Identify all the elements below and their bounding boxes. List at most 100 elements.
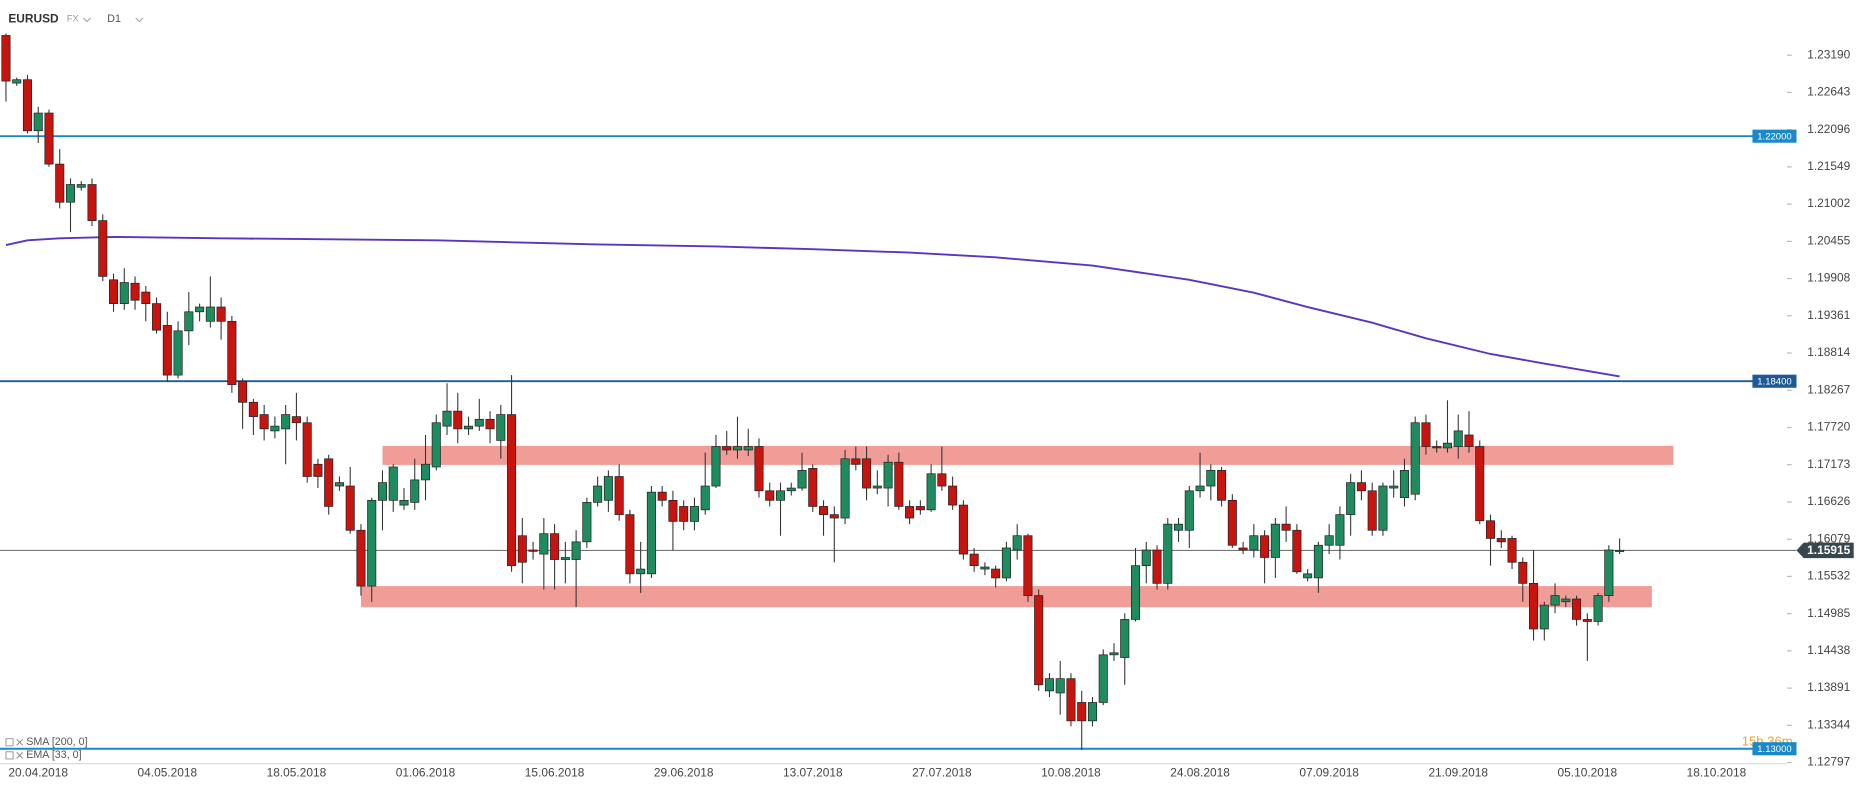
- dropdown-icon[interactable]: [82, 17, 91, 23]
- sma-line: [5, 235, 1620, 378]
- y-tick-label: 1.17720: [1807, 420, 1850, 434]
- legend-label: SMA [200, 0]: [26, 736, 87, 748]
- y-tick-label: 1.22643: [1807, 85, 1850, 99]
- candle-body: [1184, 490, 1194, 531]
- candle-body: [431, 422, 441, 468]
- candle-body: [442, 410, 452, 427]
- candle-body: [1367, 490, 1377, 531]
- candle-body: [377, 482, 388, 501]
- candle-body: [485, 418, 495, 430]
- candle-body: [259, 414, 269, 430]
- candle-body: [1034, 595, 1044, 686]
- y-tick-label: 1.13891: [1807, 680, 1850, 694]
- y-tick-label: 1.18267: [1807, 382, 1850, 396]
- candle-body: [205, 306, 215, 322]
- x-tick-label: 18.05.2018: [267, 765, 327, 779]
- zone: [360, 586, 1652, 608]
- timeframe[interactable]: D1: [107, 13, 121, 25]
- x-tick-label: 07.09.2018: [1299, 765, 1359, 779]
- candle-body: [420, 463, 431, 481]
- candle-body: [872, 485, 882, 489]
- candle-body: [1496, 538, 1506, 543]
- candle-body: [33, 112, 43, 132]
- candle-body: [883, 461, 893, 489]
- candle-body: [238, 380, 248, 403]
- candle-body: [657, 491, 667, 501]
- candle-body: [1539, 604, 1549, 630]
- candle-body: [862, 458, 872, 489]
- candle-body: [948, 485, 958, 506]
- candle-body: [1217, 470, 1227, 501]
- candle-body: [1001, 547, 1011, 579]
- symbol[interactable]: EURUSD: [8, 11, 59, 25]
- candle-body: [969, 553, 979, 567]
- candle-body: [152, 303, 162, 331]
- level-label-box: [1752, 129, 1797, 143]
- candle-body: [1227, 499, 1237, 546]
- candle-body: [775, 490, 786, 501]
- y-tick-label: 1.22096: [1807, 122, 1850, 136]
- candle-body: [1561, 598, 1571, 603]
- candle-body: [356, 529, 366, 587]
- candle-body: [1335, 514, 1345, 546]
- candle-body: [636, 568, 646, 575]
- candle-body: [1249, 535, 1259, 551]
- y-tick-label: 1.19908: [1807, 271, 1850, 285]
- candle-body: [646, 491, 656, 575]
- candle-body: [829, 514, 839, 519]
- candle-body: [1260, 535, 1270, 558]
- candle-body: [1378, 485, 1388, 531]
- legend-remove[interactable]: [16, 738, 23, 746]
- y-tick-label: 1.19361: [1807, 308, 1850, 322]
- candle-body: [1389, 485, 1399, 489]
- candle-body: [614, 476, 624, 515]
- legend-label: EMA [33, 0]: [26, 749, 81, 761]
- candle-body: [76, 184, 86, 188]
- x-tick-label: 18.10.2018: [1687, 765, 1747, 779]
- candle-body: [550, 533, 560, 560]
- y-tick-label: 1.21002: [1807, 196, 1850, 210]
- x-tick-label: 01.06.2018: [396, 765, 456, 779]
- y-tick-label: 1.12797: [1807, 755, 1850, 769]
- y-tick-label: 1.17173: [1807, 457, 1850, 471]
- candle-body: [1292, 529, 1302, 573]
- candle-body: [840, 458, 850, 519]
- market[interactable]: FX: [67, 14, 80, 25]
- candle-body: [399, 499, 409, 506]
- candle-body: [313, 463, 323, 477]
- candle-body: [754, 446, 764, 492]
- candle-body: [926, 473, 936, 511]
- candle-body: [1421, 422, 1431, 447]
- candle-body: [711, 446, 721, 487]
- candle-body: [1, 35, 11, 82]
- level-label-box: [1752, 742, 1797, 756]
- candle-body: [12, 79, 22, 84]
- candle-body: [1475, 446, 1485, 522]
- x-tick-label: 24.08.2018: [1170, 765, 1230, 779]
- candle-body: [1281, 523, 1291, 531]
- legend-remove[interactable]: [16, 752, 23, 759]
- legend-icon: [5, 738, 14, 747]
- candle-body: [1303, 573, 1313, 579]
- candle-body: [130, 282, 140, 301]
- candle-body: [808, 467, 818, 507]
- level-label: 1.22000: [1757, 131, 1791, 142]
- candle-body: [1087, 702, 1098, 722]
- candle-body: [765, 490, 775, 501]
- candle-body: [1066, 678, 1076, 722]
- x-tick-label: 20.04.2018: [8, 765, 68, 779]
- candle-body: [388, 466, 398, 501]
- level-label-box: [1752, 374, 1797, 388]
- candle-body: [1356, 482, 1366, 492]
- candle-body: [819, 506, 829, 515]
- candle-body: [1174, 523, 1184, 531]
- candle-body: [270, 425, 280, 432]
- candle-body: [291, 416, 301, 424]
- candle-body: [1206, 470, 1216, 487]
- dropdown-icon[interactable]: [135, 17, 144, 23]
- y-tick-label: 1.13344: [1807, 717, 1850, 731]
- candle-body: [474, 418, 484, 427]
- candle-body: [722, 446, 732, 451]
- y-tick-label: 1.20455: [1807, 233, 1850, 247]
